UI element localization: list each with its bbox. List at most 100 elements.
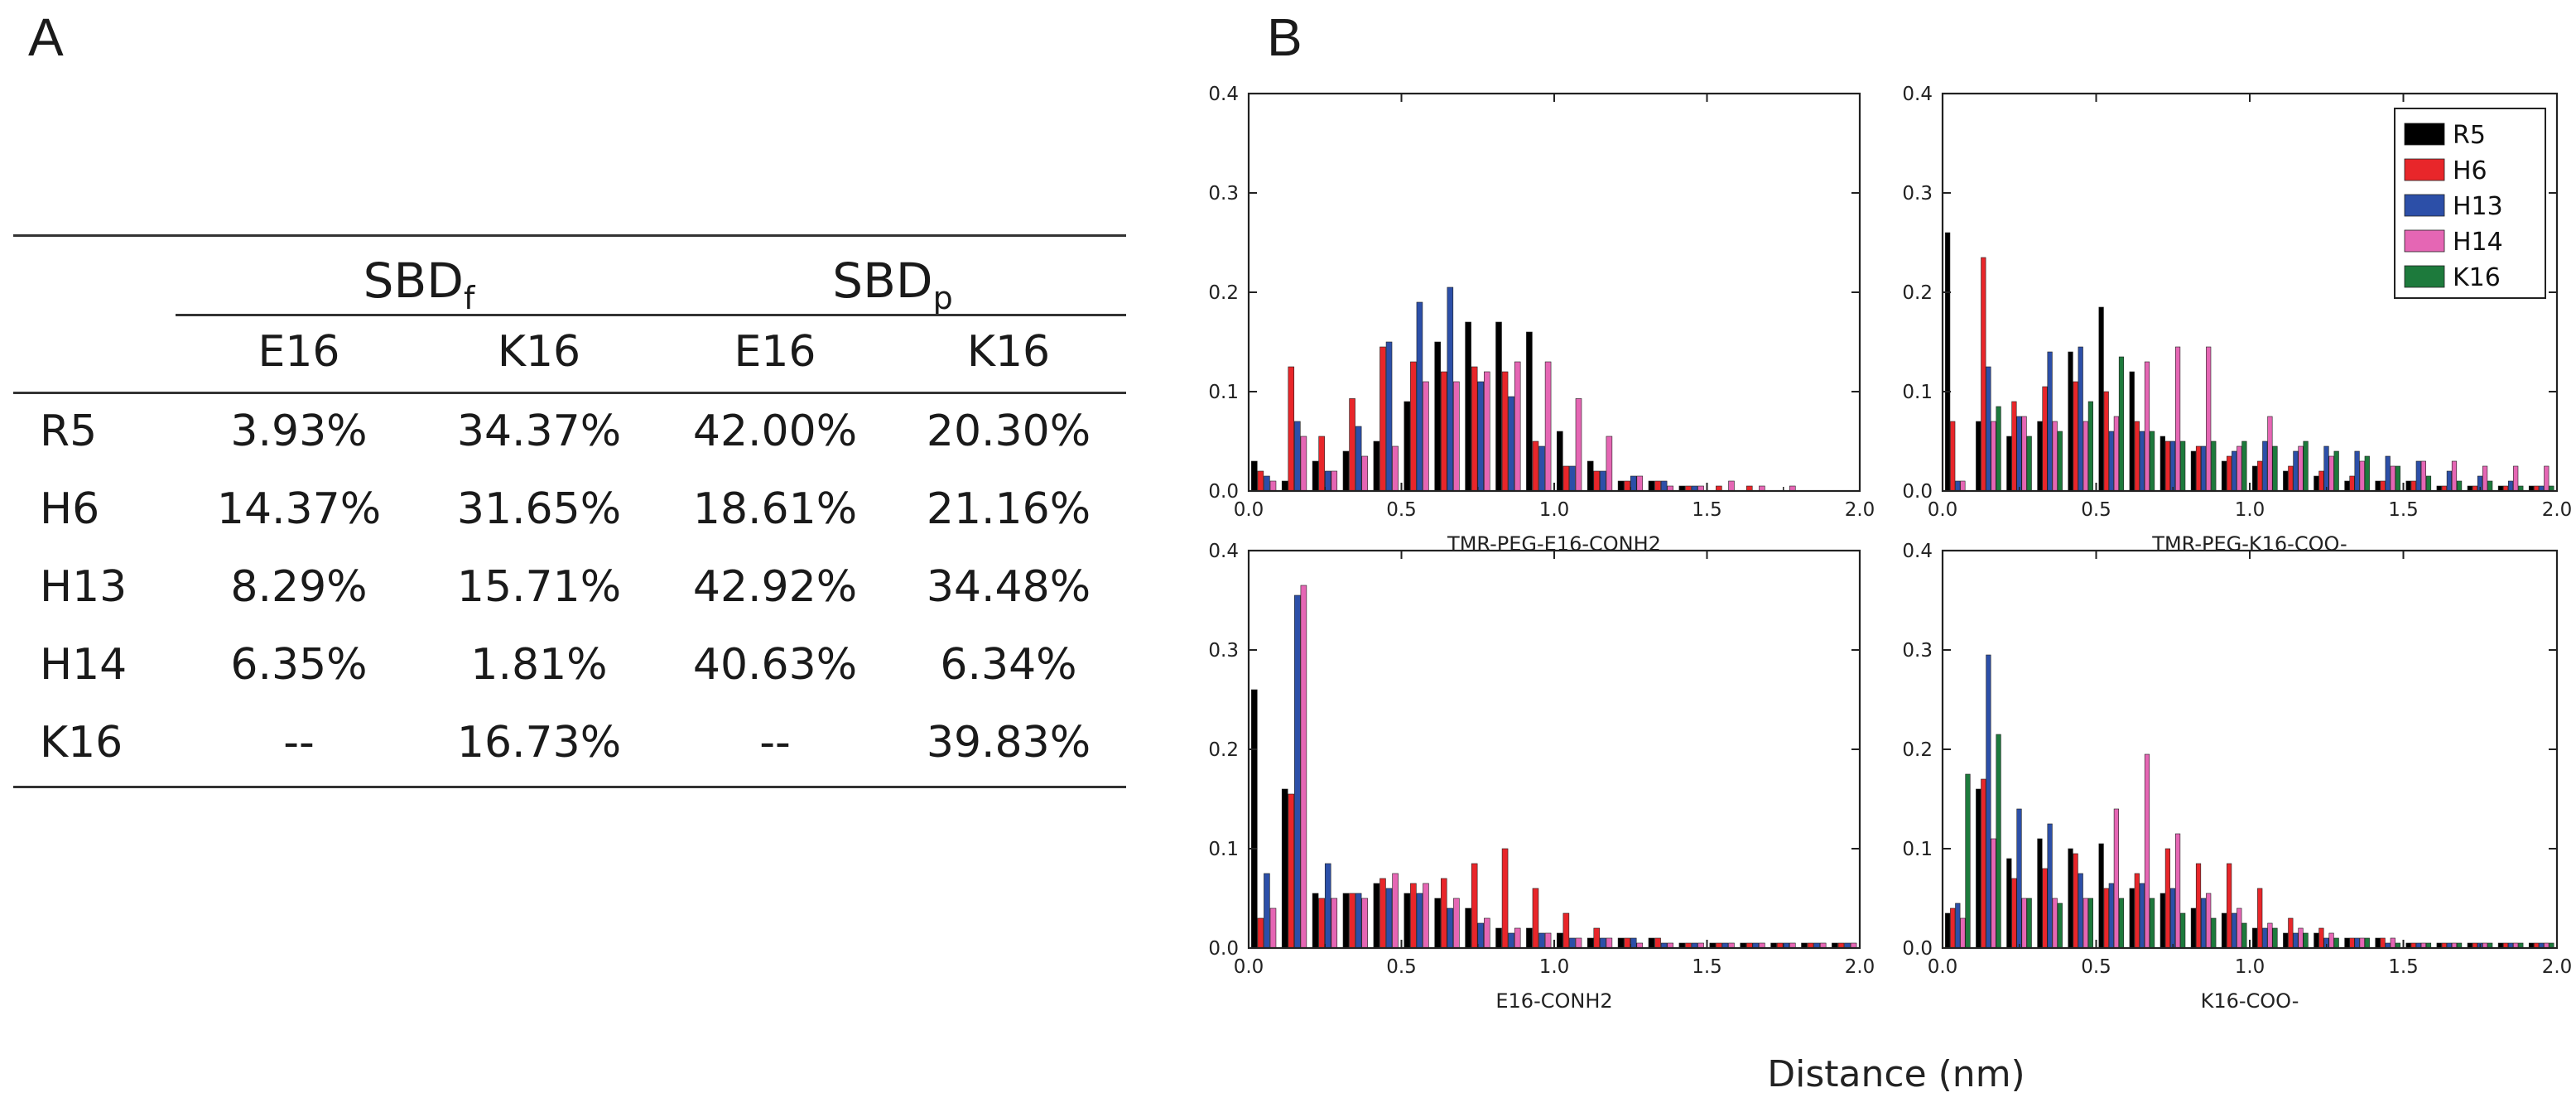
bar-r5 (2283, 470, 2289, 492)
table-cell: 31.65% (456, 484, 622, 534)
bar-k16 (2333, 937, 2339, 949)
bar-h6 (2103, 888, 2109, 949)
table-cell: 6.34% (940, 640, 1077, 690)
bar-h6 (1562, 465, 1570, 492)
bar-h14 (1423, 883, 1429, 949)
bar-k16 (2180, 912, 2186, 949)
bar-r5 (1281, 480, 1288, 492)
bar-h6 (2103, 391, 2109, 492)
bar-r5 (2252, 465, 2258, 492)
bar-k16 (2180, 440, 2186, 492)
bar-r5 (1617, 937, 1625, 949)
bar-h14 (1361, 455, 1368, 492)
table-cell: 8.29% (230, 562, 368, 612)
x-tick-label: 2.0 (2542, 956, 2573, 978)
col-header: E16 (734, 327, 816, 377)
bar-h6 (2195, 863, 2202, 949)
bar-h14 (1575, 937, 1582, 949)
bar-k16 (2057, 902, 2063, 949)
bar-h13 (1569, 465, 1576, 492)
y-tick-label: 0.2 (1208, 739, 1239, 761)
bar-k16 (2395, 465, 2400, 492)
table-cell: 40.63% (692, 640, 858, 690)
y-tick-label: 0.1 (1208, 839, 1239, 860)
bar-k16 (2241, 922, 2247, 949)
chart-title: E16-CONH2 (1495, 989, 1612, 1013)
bar-h14 (2513, 465, 2519, 492)
y-tick-label: 0.0 (1902, 938, 1933, 960)
bar-h13 (2262, 927, 2268, 949)
chart-title: K16-COO- (2201, 989, 2299, 1013)
bar-h14 (2113, 416, 2119, 492)
table-cell: -- (759, 718, 791, 768)
bar-h14 (2328, 932, 2334, 949)
bar-h13 (2293, 450, 2299, 492)
row-label: K16 (40, 718, 123, 768)
bar-h14 (2021, 898, 2027, 949)
bar-h14 (2174, 346, 2181, 492)
bar-r5 (1495, 927, 1502, 949)
table-cell: 34.48% (926, 562, 1091, 612)
bar-k16 (2333, 450, 2339, 492)
table-cell: 39.83% (926, 718, 1091, 768)
bar-h6 (2042, 868, 2048, 949)
bar-h14 (1392, 445, 1399, 492)
bar-h13 (1600, 470, 1606, 492)
panel-b-label: B (1267, 7, 1302, 67)
bar-h14 (2544, 465, 2550, 492)
table-cell: 6.35% (230, 640, 368, 690)
bar-h6 (2288, 465, 2294, 492)
y-tick-label: 0.1 (1902, 382, 1933, 403)
header-rule (13, 392, 1126, 394)
x-tick-label: 0.5 (1386, 956, 1417, 978)
bar-h14 (1300, 436, 1307, 492)
bar-h14 (1331, 898, 1338, 949)
bar-h14 (2206, 893, 2212, 949)
bar-k16 (1996, 406, 2001, 492)
bar-r5 (1251, 689, 1258, 949)
bar-h6 (2349, 937, 2355, 949)
bar-h14 (1484, 371, 1490, 492)
bar-h13 (1294, 594, 1301, 949)
bar-h14 (2237, 445, 2242, 492)
y-tick-label: 0.4 (1208, 541, 1239, 562)
bar-r5 (2129, 371, 2135, 492)
bar-h6 (2318, 470, 2324, 492)
chart-tmr-peg-e16-conh2: 0.00.10.20.30.40.0 0.5 1.0 1.5 2.0TMR-PEG-E1… (1208, 84, 1875, 556)
bar-h13 (1324, 863, 1331, 949)
bar-r5 (1404, 893, 1411, 949)
x-tick-label: 0.0 (1928, 499, 1958, 521)
bar-h6 (1593, 927, 1601, 949)
bar-r5 (1281, 788, 1288, 949)
legend-swatch-h14 (2404, 229, 2445, 253)
bar-k16 (2272, 927, 2278, 949)
bar-h14 (2390, 465, 2395, 492)
x-tick-label: 0.5 (2081, 499, 2111, 521)
bar-r5 (2006, 436, 2012, 492)
bar-r5 (1342, 893, 1350, 949)
bar-h14 (2237, 907, 2242, 949)
table-cell: 1.81% (470, 640, 608, 690)
bar-h13 (2108, 883, 2114, 949)
bar-h6 (1532, 440, 1539, 492)
bar-h14 (1514, 361, 1521, 492)
bar-h13 (2508, 480, 2514, 492)
bar-h13 (1986, 366, 1991, 492)
bar-h13 (1508, 932, 1514, 949)
bar-h14 (1544, 932, 1552, 949)
table-top-rule (13, 234, 1126, 237)
bar-h14 (2021, 416, 2027, 492)
bar-r5 (1648, 480, 1655, 492)
bar-r5 (2375, 480, 2381, 492)
bar-h6 (1501, 848, 1509, 949)
bar-r5 (2098, 843, 2104, 949)
bar-h13 (2201, 898, 2207, 949)
bar-k16 (2272, 445, 2278, 492)
bar-r5 (1557, 932, 1563, 949)
legend-label: H14 (2453, 228, 2503, 257)
bar-h13 (2415, 460, 2421, 492)
bar-h13 (1630, 475, 1637, 492)
bar-h13 (1447, 907, 1454, 949)
bar-h6 (1318, 898, 1325, 949)
bar-r5 (2037, 838, 2043, 949)
